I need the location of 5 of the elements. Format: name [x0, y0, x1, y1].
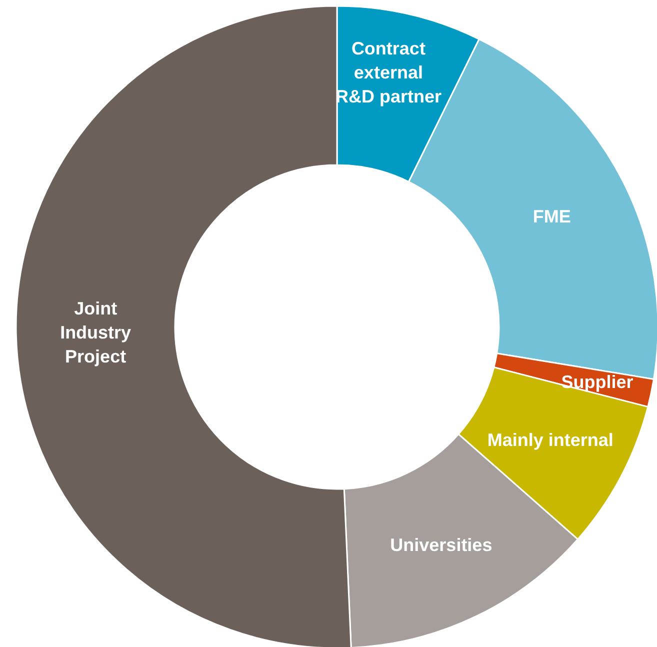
slice-label: FME	[532, 206, 571, 227]
slice-label: Universities	[390, 534, 492, 555]
slice-label: Mainly internal	[487, 430, 614, 450]
slice-label: Supplier	[561, 372, 634, 392]
slice-label: Joint Industry Project	[60, 298, 132, 366]
